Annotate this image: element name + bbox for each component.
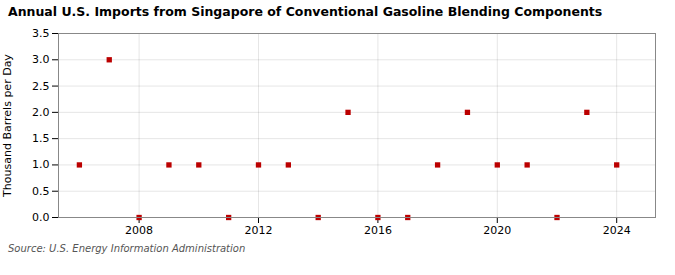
svg-text:3.0: 3.0	[32, 53, 50, 66]
svg-text:2024: 2024	[603, 224, 631, 237]
svg-text:0.0: 0.0	[32, 211, 50, 224]
svg-text:2.0: 2.0	[32, 106, 50, 119]
svg-text:0.5: 0.5	[32, 185, 50, 198]
svg-text:3.5: 3.5	[32, 27, 50, 40]
svg-text:2.5: 2.5	[32, 80, 50, 93]
svg-text:2020: 2020	[483, 224, 511, 237]
svg-text:2008: 2008	[125, 224, 153, 237]
html-text:Source: U.S. Energy Informatio: Source: U.S. Energy Information Administ…	[8, 243, 246, 254]
html-text:Annual U.S. Imports from Singa: Annual U.S. Imports from Singapore of Co…	[8, 4, 603, 19]
svg-text:2012: 2012	[244, 224, 272, 237]
svg-text:1.5: 1.5	[32, 132, 50, 145]
svg-text:Thousand Barrels per Day: Thousand Barrels per Day	[1, 54, 14, 198]
svg-text:1.0: 1.0	[32, 158, 50, 171]
svg-text:2016: 2016	[364, 224, 392, 237]
